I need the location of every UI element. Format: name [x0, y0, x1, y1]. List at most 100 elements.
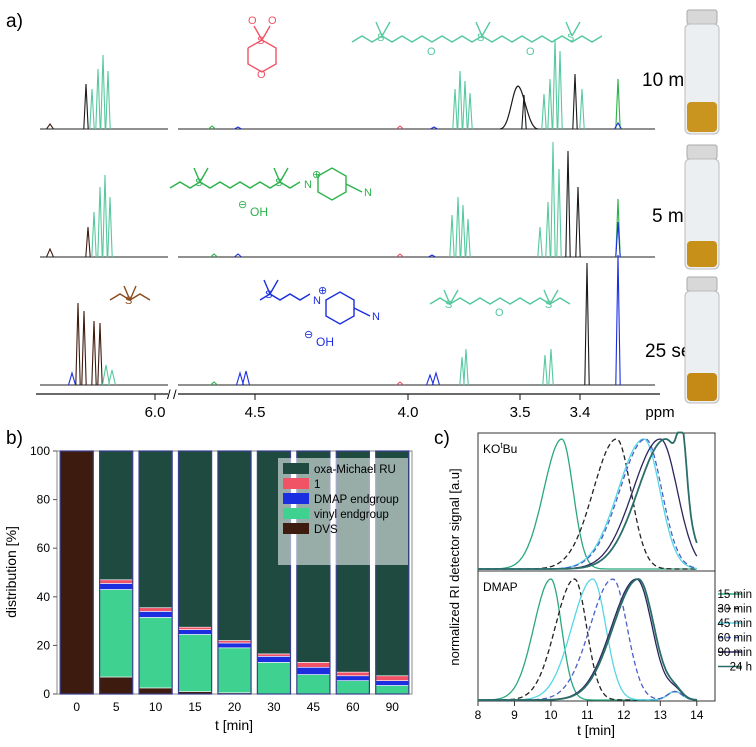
- nmr-peak: [75, 302, 81, 386]
- nmr-peak: [467, 92, 473, 130]
- nmr-peak: [537, 226, 543, 258]
- structure-dioxathiane: [247, 25, 277, 73]
- nmr-peak: [449, 214, 455, 258]
- structure-atom: N: [313, 295, 321, 307]
- structure-atom: S: [445, 299, 452, 311]
- y-tick-label: 0: [43, 687, 50, 701]
- bar-segment: [138, 611, 173, 618]
- nmr-peak: [431, 371, 441, 386]
- nmr-peak: [234, 253, 242, 258]
- x-tick-label: 30: [267, 700, 281, 714]
- structure-charge: ⊖: [304, 329, 313, 341]
- vial-image: [684, 9, 720, 135]
- x-tick-label: 5: [113, 700, 120, 714]
- legend-label: 90 min: [717, 647, 752, 659]
- nmr-peak: [430, 126, 438, 130]
- bar-segment: [257, 653, 291, 657]
- sec-curve: [478, 578, 697, 701]
- nmr-xlabel: ppm: [645, 404, 674, 421]
- bar-segment: [335, 671, 370, 677]
- y-tick-label: 100: [30, 444, 50, 458]
- x-tick-label: 12: [617, 708, 631, 722]
- x-axis-label: t [min]: [215, 717, 253, 733]
- bar-outline: [335, 450, 370, 695]
- bar-segment: [178, 629, 212, 635]
- bar-segment: [217, 642, 252, 649]
- structure-atom: N: [364, 187, 372, 199]
- structure-atom: S: [545, 299, 552, 311]
- nmr-peak: [452, 88, 458, 130]
- nmr-peak: [45, 247, 55, 258]
- bar-segment: [99, 676, 134, 695]
- x-tick-label: 15: [188, 700, 202, 714]
- structure-atom: S: [275, 177, 282, 189]
- x-tick-label: 90: [386, 700, 400, 714]
- sec-curve: [478, 431, 698, 570]
- nmr-peak: [105, 70, 111, 130]
- nmr-broad-peak: [499, 85, 539, 130]
- sec-chart: normalized RI detector signal [a.u] t [m…: [447, 431, 752, 738]
- nmr-peak: [97, 186, 103, 258]
- nmr-peak: [521, 94, 527, 130]
- nmr-peak: [235, 371, 245, 386]
- nmr-peak: [81, 310, 87, 386]
- x-tick-label: 60: [346, 700, 360, 714]
- nmr-peak: [556, 168, 562, 258]
- bar-segment: [296, 666, 331, 675]
- nmr-peak: [565, 150, 571, 258]
- structure-atom: N: [372, 311, 380, 323]
- bar-segment: [178, 626, 212, 630]
- legend: oxa-Michael RU 1 DMAP endgroup vinyl endgro…: [278, 458, 408, 565]
- bar-outline: [296, 450, 331, 695]
- nmr-peak: [102, 174, 108, 258]
- x-tick-label: 0: [73, 700, 80, 714]
- bar-segment: [335, 675, 370, 681]
- x-tick-label: 20: [228, 700, 242, 714]
- bar-outline: [138, 450, 173, 695]
- structure-atom: O: [495, 307, 504, 319]
- legend-label: 30 min: [717, 604, 752, 616]
- panel-label-c: c): [434, 428, 450, 449]
- nmr-peak: [615, 78, 621, 130]
- legend-label: oxa-Michael RU: [314, 464, 396, 476]
- nmr-peak: [91, 320, 97, 386]
- sec-curves: [478, 431, 698, 701]
- vial-image: [684, 144, 720, 270]
- nmr-peak: [107, 369, 117, 386]
- x-axis-label: t [min]: [577, 722, 615, 738]
- structure-atom: O: [257, 69, 266, 81]
- nmr-peak: [575, 186, 581, 258]
- structure-charge: ⊕: [312, 169, 321, 181]
- nmr-peak: [425, 373, 435, 386]
- structure-pyridinium-long: [169, 167, 363, 201]
- bar-segment: [59, 450, 94, 695]
- bar-segment: [138, 450, 173, 609]
- y-axis: 0 20 40 60 80 100: [30, 444, 57, 701]
- legend-label: vinyl endgroup: [314, 509, 389, 521]
- structure-dmap-endgroup: [259, 279, 371, 325]
- bar-segment: [138, 607, 173, 612]
- sec-curve: [478, 438, 697, 570]
- nmr-peak: [46, 123, 54, 130]
- nmr-tick-label: 4.5: [245, 404, 266, 421]
- nmr-peak: [101, 364, 111, 386]
- nmr-peak: [460, 204, 466, 258]
- bar-segment: [99, 579, 134, 584]
- bar-segment: [138, 687, 173, 695]
- legend-swatch: [283, 463, 309, 474]
- nmr-peak: [210, 381, 218, 386]
- bar-segment: [375, 675, 410, 681]
- nmr-peak: [234, 126, 242, 130]
- structure-hydroxide: OH: [316, 335, 334, 349]
- nmr-peak: [615, 254, 621, 386]
- nmr-peak: [396, 125, 404, 130]
- bar-outline: [375, 450, 410, 695]
- structure-dvs: [109, 285, 151, 301]
- y-axis-label: distribution [%]: [3, 526, 19, 618]
- nmr-peak: [550, 141, 556, 258]
- nmr-peak: [545, 201, 551, 258]
- sec-panel-label-tail: Bu: [503, 442, 518, 456]
- bar-segment: [178, 450, 212, 628]
- sec-curve: [478, 438, 697, 570]
- bar-segment: [99, 589, 134, 678]
